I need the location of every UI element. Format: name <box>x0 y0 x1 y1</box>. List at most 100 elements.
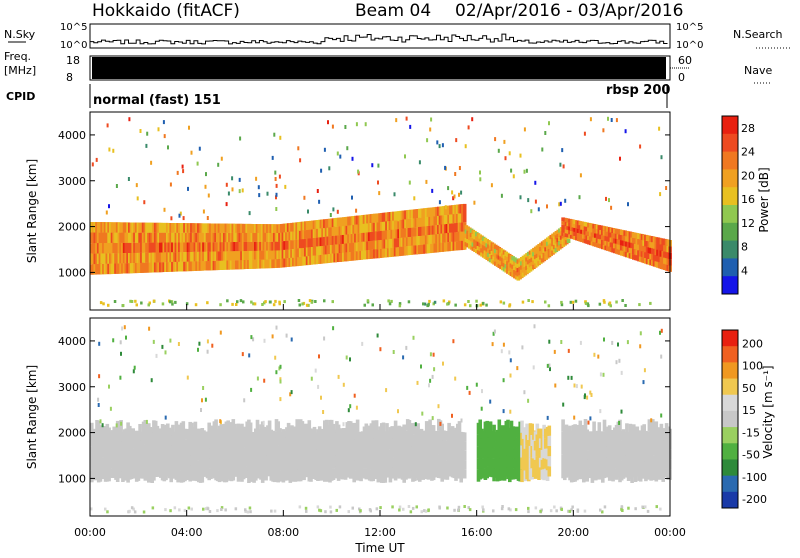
near-range-echo <box>570 508 573 512</box>
scatter-echo <box>248 211 251 216</box>
near-range-echo <box>148 301 151 305</box>
scatter-echo <box>204 184 207 189</box>
scatter-echo <box>121 326 124 331</box>
near-range-echo <box>569 300 573 304</box>
scatter-echo <box>331 124 334 129</box>
scatter-echo <box>152 339 155 344</box>
near-range-echo <box>560 303 564 307</box>
near-range-echo <box>560 508 563 511</box>
heatmap-cell <box>424 421 429 433</box>
near-range-echo <box>248 506 252 510</box>
scatter-echo <box>342 382 345 387</box>
scatter-echo <box>128 117 131 122</box>
near-range-echo <box>454 303 457 307</box>
heatmap-cell <box>659 434 664 446</box>
heatmap-cell <box>128 425 132 437</box>
heatmap-cell <box>409 455 413 467</box>
near-range-echo <box>574 299 578 303</box>
velocity-colorbar-swatch <box>722 378 738 396</box>
scatter-echo <box>139 129 142 133</box>
cpid-panel: CPID normal (fast) 151 rbsp 200 <box>6 83 670 108</box>
heatmap-cell <box>554 239 559 244</box>
near-range-echo <box>264 300 267 304</box>
near-range-echo <box>521 300 525 304</box>
velocity-y-axis: 1000 2000 3000 4000 <box>58 335 670 485</box>
scatter-echo <box>602 128 605 133</box>
near-range-echo <box>423 302 427 306</box>
x-tick-label: 00:00 <box>654 526 686 539</box>
scatter-echo <box>241 352 244 357</box>
heatmap-cell <box>355 467 360 480</box>
near-range-echo <box>310 300 314 304</box>
scatter-echo <box>135 183 138 188</box>
scatter-echo <box>303 195 306 200</box>
near-range-echo <box>379 506 382 510</box>
scatter-echo <box>317 384 320 389</box>
scatter-echo <box>145 419 148 424</box>
scatter-echo <box>351 195 353 200</box>
scatter-echo <box>624 129 627 134</box>
scatter-echo <box>492 331 495 336</box>
near-range-echo <box>527 510 530 514</box>
velocity-panel: 1000 2000 3000 4000 Slant Range [km] 200 100… <box>25 317 775 517</box>
heatmap-cell <box>364 423 369 435</box>
scatter-echo <box>441 143 444 148</box>
near-range-echo <box>603 505 607 509</box>
scatter-echo <box>562 164 565 169</box>
near-range-echo <box>375 507 379 511</box>
heatmap-cell <box>283 232 287 241</box>
scatter-echo <box>580 384 583 389</box>
scatter-echo <box>95 157 98 162</box>
scatter-echo <box>575 384 578 389</box>
scatter-echo <box>397 217 400 222</box>
near-range-echo <box>178 508 181 512</box>
heatmap-cell <box>647 419 652 432</box>
near-range-echo <box>391 505 394 509</box>
scatter-echo <box>546 415 549 420</box>
heatmap-cell <box>355 431 360 444</box>
power-colorbar-tick: 12 <box>741 217 755 230</box>
scatter-echo <box>454 172 457 176</box>
scatter-echo <box>544 131 547 135</box>
power-colorbar-tick: 24 <box>741 146 755 159</box>
scatter-echo <box>241 188 244 193</box>
heatmap-cell <box>300 421 305 433</box>
power-y-axis: 1000 2000 3000 4000 <box>58 129 670 279</box>
nsearch-label: N.Search <box>733 28 783 41</box>
scatter-echo <box>618 358 621 363</box>
scatter-echo <box>562 402 565 407</box>
scatter-echo <box>570 375 573 380</box>
scatter-echo <box>336 209 339 214</box>
near-range-echo <box>509 508 512 512</box>
scatter-echo <box>454 376 457 381</box>
heatmap-cell <box>428 443 432 455</box>
heatmap-cell <box>633 471 638 482</box>
heatmap-cell <box>606 231 610 237</box>
scatter-echo <box>489 399 492 404</box>
scatter-echo <box>605 196 607 201</box>
scatter-echo <box>658 126 661 131</box>
scatter-echo <box>323 147 326 152</box>
heatmap-cell <box>488 258 493 263</box>
scatter-echo <box>355 122 358 127</box>
scatter-echo <box>163 207 166 212</box>
scatter-echo <box>452 339 455 344</box>
near-range-echo <box>319 509 323 513</box>
heatmap-cell <box>459 472 463 483</box>
near-range-echo <box>424 509 428 513</box>
heatmap-cell <box>488 421 493 433</box>
scatter-echo <box>275 183 278 188</box>
velocity-marks <box>90 324 672 514</box>
heatmap-cell <box>98 459 103 471</box>
scatter-echo <box>148 326 151 331</box>
scatter-echo <box>589 117 592 122</box>
heatmap-cell <box>283 223 287 233</box>
scatter-echo <box>290 337 293 342</box>
heatmap-cell <box>630 472 634 483</box>
near-range-echo <box>338 505 342 509</box>
scatter-echo <box>164 415 167 420</box>
heatmap-cell <box>606 241 610 247</box>
scatter-echo <box>332 326 335 331</box>
scatter-echo <box>108 147 111 152</box>
scatter-echo <box>548 363 551 368</box>
